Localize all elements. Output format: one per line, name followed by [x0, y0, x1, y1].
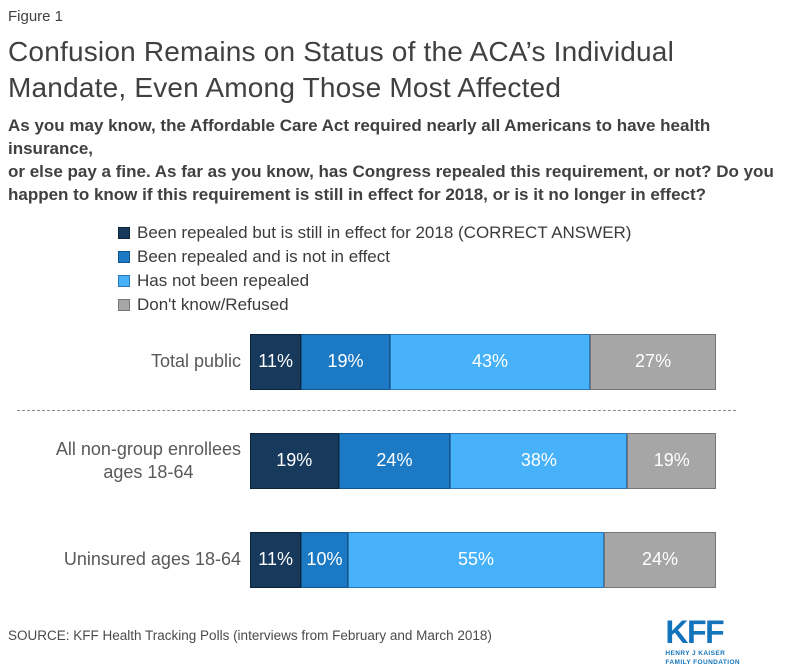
- bar-segment-value: 38%: [520, 450, 557, 471]
- legend-label: Been repealed but is still in effect for…: [137, 222, 632, 242]
- bar-segment-value: 19%: [327, 351, 364, 372]
- stacked-bar: 11% 19% 43% 27%: [250, 333, 716, 390]
- survey-question-text: As you may know, the Affordable Care Act…: [8, 116, 774, 205]
- stacked-bar-chart: Total public 11% 19% 43% 27% All non-group en…: [8, 333, 792, 588]
- legend-label: Been repealed and is not in effect: [137, 246, 390, 266]
- chart-row: All non-group enrollees ages 18-64 19% 24%…: [8, 432, 792, 489]
- bar-segment: 11%: [250, 333, 302, 390]
- kff-logo-subtext-line2: FAMILY FOUNDATION: [665, 658, 740, 666]
- bar-segment-value: 55%: [457, 549, 494, 570]
- kff-logo: KFF HENRY J KAISER FAMILY FOUNDATION: [665, 616, 740, 668]
- category-label-text: All non-group enrollees ages 18-64: [55, 438, 241, 482]
- bar-segment-value: 19%: [276, 450, 313, 471]
- bar-segment-value: 10%: [306, 549, 343, 570]
- bar-segment: 19%: [627, 432, 716, 489]
- category-label-text: Total public: [150, 351, 241, 372]
- chart-title: Confusion Remains on Status of the ACA’s…: [8, 36, 674, 104]
- source-note: SOURCE: KFF Health Tracking Polls (inter…: [8, 627, 492, 643]
- legend-label: Don't know/Refused: [137, 294, 289, 314]
- bar-segment: 19%: [250, 432, 339, 489]
- legend-color-swatch: [118, 226, 130, 239]
- legend-color-swatch: [118, 274, 130, 287]
- legend-color-swatch: [118, 250, 130, 263]
- bar-segment: 19%: [301, 333, 390, 390]
- bar-segment-value: 24%: [376, 450, 413, 471]
- category-label: All non-group enrollees ages 18-64: [8, 438, 250, 485]
- category-label: Total public: [8, 350, 250, 373]
- category-label: Uninsured ages 18-64: [8, 548, 250, 571]
- category-label-text: Uninsured ages 18-64: [63, 549, 241, 570]
- stacked-bar: 19% 24% 38% 19%: [250, 432, 716, 489]
- bar-segment: 10%: [301, 531, 348, 588]
- legend-label: Has not been repealed: [137, 270, 310, 290]
- bar-segment: 43%: [389, 333, 591, 390]
- legend-item: Been repealed and is not in effect: [118, 245, 792, 269]
- legend-item: Don't know/Refused: [118, 293, 792, 317]
- kff-logo-text: KFF: [665, 613, 724, 650]
- legend-item: Been repealed but is still in effect for…: [118, 221, 792, 245]
- bar-segment: 38%: [450, 432, 628, 489]
- page: { "figure_label": "Figure 1", "title": "…: [8, 8, 774, 666]
- dashed-divider: [17, 409, 736, 411]
- bar-segment: 24%: [338, 432, 451, 489]
- bar-segment: 55%: [347, 531, 605, 588]
- bar-segment-value: 24%: [642, 549, 679, 570]
- bar-segment-value: 43%: [471, 351, 508, 372]
- legend-item: Has not been repealed: [118, 269, 792, 293]
- legend: Been repealed but is still in effect for…: [118, 221, 792, 317]
- bar-segment-value: 11%: [258, 351, 293, 372]
- footer: SOURCE: KFF Health Tracking Polls (inter…: [8, 616, 792, 668]
- bar-segment: 24%: [604, 531, 716, 588]
- bar-segment-value: 27%: [635, 351, 672, 372]
- bar-segment: 11%: [250, 531, 302, 588]
- chart-row: Total public 11% 19% 43% 27%: [8, 333, 792, 390]
- chart-row: Uninsured ages 18-64 11% 10% 55% 24%: [8, 531, 792, 588]
- stacked-bar: 11% 10% 55% 24%: [250, 531, 716, 588]
- legend-color-swatch: [118, 298, 130, 311]
- bar-segment-value: 11%: [258, 549, 293, 570]
- bar-segment-value: 19%: [653, 450, 690, 471]
- kff-logo-subtext-line1: HENRY J KAISER: [665, 649, 726, 657]
- figure-label: Figure 1: [8, 8, 64, 25]
- bar-segment: 27%: [590, 333, 716, 390]
